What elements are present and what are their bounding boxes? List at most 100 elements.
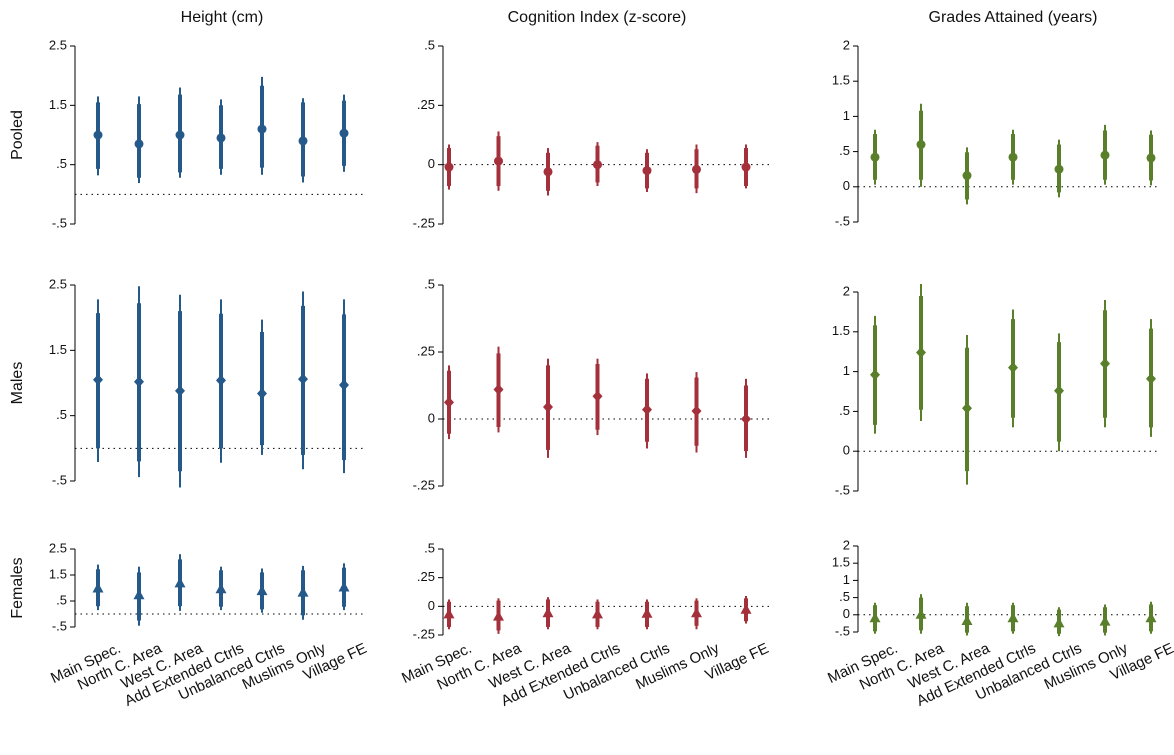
point	[133, 589, 145, 600]
point	[642, 166, 652, 176]
y-tick-label: -.5	[52, 215, 67, 230]
y-tick-label: 1	[843, 363, 850, 378]
y-tick-label: -.25	[413, 626, 435, 641]
y-tick-label: .5	[56, 592, 67, 607]
point	[298, 373, 308, 385]
y-tick-label: 0	[428, 410, 435, 425]
y-tick-label: .25	[417, 569, 435, 584]
y-tick-label: .5	[56, 156, 67, 171]
y-tick-label: 1.5	[49, 97, 67, 112]
y-tick-label: 2.5	[49, 276, 67, 291]
point	[493, 384, 504, 396]
point	[1146, 373, 1156, 385]
point	[444, 396, 454, 408]
point	[174, 577, 186, 588]
y-tick-label: 0	[843, 443, 850, 458]
point	[962, 402, 972, 414]
y-tick-label: 2.5	[49, 540, 67, 555]
point	[543, 167, 553, 177]
y-tick-label: -.5	[835, 623, 850, 638]
point	[134, 139, 144, 149]
point	[297, 586, 309, 597]
point	[642, 404, 652, 416]
point	[870, 152, 880, 162]
y-tick-label: 0	[428, 598, 435, 613]
point	[256, 585, 268, 596]
point	[1007, 612, 1019, 623]
y-tick-label: -.5	[835, 213, 850, 228]
y-tick-label: -.5	[52, 618, 67, 633]
y-tick-label: .25	[417, 97, 435, 112]
point	[494, 156, 503, 166]
column-title: Grades Attained (years)	[929, 9, 1098, 26]
row-label: Females	[9, 557, 26, 618]
point	[93, 374, 103, 386]
y-tick-label: 1.5	[832, 73, 850, 88]
point	[691, 405, 702, 417]
point	[1008, 152, 1018, 162]
point	[338, 581, 350, 592]
point	[869, 612, 881, 623]
y-tick-label: 2	[843, 37, 850, 52]
point	[493, 610, 504, 621]
y-tick-label: 0	[843, 178, 850, 193]
point	[257, 387, 267, 399]
point	[915, 608, 927, 619]
y-tick-label: 1.5	[49, 342, 67, 357]
point	[592, 608, 603, 619]
y-tick-label: 1.5	[49, 566, 67, 581]
y-tick-label: .25	[417, 343, 435, 358]
point	[1100, 150, 1110, 160]
y-tick-label: .5	[424, 276, 435, 291]
point	[542, 607, 554, 618]
y-tick-label: -.25	[413, 215, 435, 230]
point	[916, 346, 926, 358]
point	[870, 369, 880, 381]
y-tick-label: .5	[839, 143, 850, 158]
point	[216, 374, 226, 386]
y-tick-label: 1	[843, 572, 850, 587]
point	[1054, 385, 1064, 397]
y-tick-label: 1.5	[832, 555, 850, 570]
y-tick-label: 2.5	[49, 37, 67, 52]
row-label: Males	[9, 362, 26, 405]
point	[216, 133, 226, 143]
point	[741, 413, 751, 425]
point	[692, 164, 701, 174]
point	[1100, 358, 1110, 370]
y-tick-label: .5	[424, 540, 435, 555]
y-tick-label: 1	[843, 108, 850, 123]
point	[443, 608, 455, 619]
column-title: Cognition Index (z-score)	[508, 9, 687, 26]
y-tick-label: -.25	[413, 477, 435, 492]
column-title: Height (cm)	[181, 9, 264, 26]
y-tick-label: .5	[839, 589, 850, 604]
point	[444, 162, 454, 172]
point	[1053, 617, 1065, 628]
point	[257, 124, 267, 134]
point	[1145, 612, 1157, 623]
point	[175, 385, 185, 397]
y-tick-label: 2	[843, 283, 850, 298]
y-tick-label: 2	[843, 537, 850, 552]
y-tick-label: .5	[839, 403, 850, 418]
y-tick-label: .5	[424, 37, 435, 52]
point	[215, 583, 227, 594]
y-tick-label: -.5	[835, 482, 850, 497]
y-tick-label: .5	[56, 407, 67, 422]
point	[916, 140, 926, 150]
point	[1054, 164, 1064, 174]
point	[339, 379, 349, 391]
point	[962, 171, 972, 181]
point	[641, 607, 653, 618]
point	[92, 582, 104, 593]
point	[592, 390, 603, 402]
point	[961, 614, 973, 625]
point	[691, 607, 702, 618]
point	[543, 401, 553, 413]
point	[339, 128, 349, 138]
point	[93, 130, 103, 140]
point	[741, 162, 751, 172]
point	[1008, 362, 1018, 374]
y-tick-label: 0	[428, 156, 435, 171]
